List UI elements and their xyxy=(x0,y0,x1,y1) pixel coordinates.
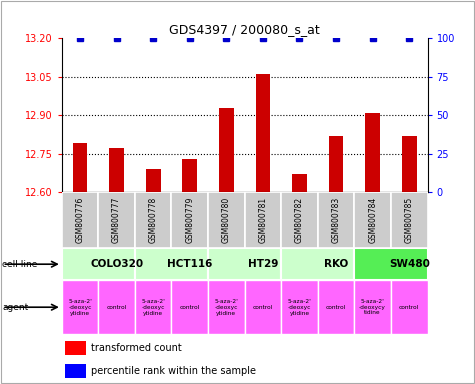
FancyBboxPatch shape xyxy=(354,192,391,248)
FancyBboxPatch shape xyxy=(281,192,318,248)
Text: GSM800784: GSM800784 xyxy=(368,197,377,243)
Text: GSM800781: GSM800781 xyxy=(258,197,267,243)
Bar xyxy=(292,174,307,384)
FancyBboxPatch shape xyxy=(135,248,208,280)
Bar xyxy=(109,149,124,384)
Text: GSM800780: GSM800780 xyxy=(222,197,231,243)
Text: HT29: HT29 xyxy=(248,259,278,269)
Text: GSM800777: GSM800777 xyxy=(112,197,121,243)
Text: cell line: cell line xyxy=(2,260,38,269)
FancyBboxPatch shape xyxy=(208,248,281,280)
FancyBboxPatch shape xyxy=(135,280,171,334)
Text: 5-aza-2'
-deoxyc
ytidine: 5-aza-2' -deoxyc ytidine xyxy=(287,299,312,316)
Text: GSM800779: GSM800779 xyxy=(185,197,194,243)
FancyBboxPatch shape xyxy=(171,192,208,248)
Bar xyxy=(66,341,86,355)
Text: control: control xyxy=(326,305,346,310)
Bar xyxy=(329,136,343,384)
Text: GSM800776: GSM800776 xyxy=(76,197,85,243)
Text: GSM800778: GSM800778 xyxy=(149,197,158,243)
Text: 5-aza-2'
-deoxyc
ytidine: 5-aza-2' -deoxyc ytidine xyxy=(68,299,92,316)
Text: control: control xyxy=(399,305,419,310)
FancyBboxPatch shape xyxy=(98,192,135,248)
FancyBboxPatch shape xyxy=(62,192,98,248)
FancyBboxPatch shape xyxy=(281,280,318,334)
FancyBboxPatch shape xyxy=(281,248,354,280)
FancyBboxPatch shape xyxy=(171,280,208,334)
FancyBboxPatch shape xyxy=(318,280,354,334)
FancyBboxPatch shape xyxy=(245,192,281,248)
Text: HCT116: HCT116 xyxy=(167,259,212,269)
FancyBboxPatch shape xyxy=(391,192,428,248)
Text: control: control xyxy=(180,305,200,310)
Bar xyxy=(73,143,87,384)
Text: SW480: SW480 xyxy=(389,259,430,269)
Text: GSM800785: GSM800785 xyxy=(405,197,414,243)
Text: agent: agent xyxy=(2,303,28,312)
FancyBboxPatch shape xyxy=(354,248,428,280)
Text: 5-aza-2'
-deoxyc
ytidine: 5-aza-2' -deoxyc ytidine xyxy=(141,299,165,316)
Text: percentile rank within the sample: percentile rank within the sample xyxy=(91,366,256,376)
FancyBboxPatch shape xyxy=(62,248,135,280)
Bar xyxy=(256,74,270,384)
Text: GSM800782: GSM800782 xyxy=(295,197,304,243)
Text: GSM800783: GSM800783 xyxy=(332,197,341,243)
Bar xyxy=(66,364,86,378)
Bar xyxy=(365,113,380,384)
Text: 5-aza-2'
-deoxyc
ytidine: 5-aza-2' -deoxyc ytidine xyxy=(214,299,238,316)
FancyBboxPatch shape xyxy=(391,280,428,334)
FancyBboxPatch shape xyxy=(135,192,171,248)
Bar xyxy=(182,159,197,384)
Title: GDS4397 / 200080_s_at: GDS4397 / 200080_s_at xyxy=(169,23,320,36)
FancyBboxPatch shape xyxy=(208,192,245,248)
Bar xyxy=(402,136,417,384)
FancyBboxPatch shape xyxy=(208,280,245,334)
Bar xyxy=(146,169,161,384)
FancyBboxPatch shape xyxy=(98,280,135,334)
Bar xyxy=(219,108,234,384)
FancyBboxPatch shape xyxy=(354,280,391,334)
FancyBboxPatch shape xyxy=(318,192,354,248)
Text: 5-aza-2'
-deoxycy
tidine: 5-aza-2' -deoxycy tidine xyxy=(359,299,386,316)
Text: COLO320: COLO320 xyxy=(90,259,143,269)
FancyBboxPatch shape xyxy=(245,280,281,334)
Text: control: control xyxy=(106,305,127,310)
FancyBboxPatch shape xyxy=(62,280,98,334)
Text: RKO: RKO xyxy=(324,259,348,269)
Text: control: control xyxy=(253,305,273,310)
Text: transformed count: transformed count xyxy=(91,343,182,353)
